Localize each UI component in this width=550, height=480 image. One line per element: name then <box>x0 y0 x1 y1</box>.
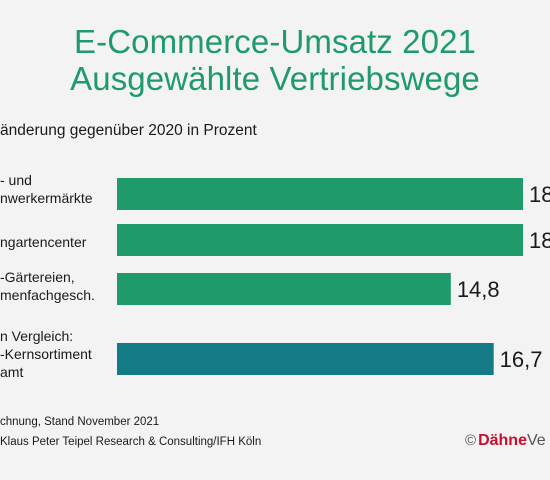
category-label-gartencenter: ngartencenter <box>0 234 87 250</box>
bar-1 <box>117 178 523 210</box>
category-label-baumaerkte: - und nwerkermärkte <box>0 172 93 206</box>
footnote-source-credit: Klaus Peter Teipel Research & Consulting… <box>0 436 262 448</box>
bar-value-label-4: 16,7 <box>500 347 543 372</box>
chart-title-line1: E-Commerce-Umsatz 2021 <box>74 23 476 60</box>
logo-rest-text: Ve <box>526 432 546 449</box>
chart-title-line2: Ausgewählte Vertriebswege <box>70 60 480 97</box>
copyright-symbol: © <box>465 432 477 449</box>
bar-value-label-1: 18 <box>529 182 550 207</box>
category-label-gaertnereien: -Gärtereien, menfachgesch. <box>0 269 95 303</box>
publisher-logo: © DähneVe <box>465 432 546 450</box>
bar-chart: 18 18, 14,8 16,7 <box>117 178 550 375</box>
bar-2 <box>117 224 523 256</box>
chart-subtitle: änderung gegenüber 2020 in Prozent <box>0 122 257 139</box>
bar-value-label-3: 14,8 <box>457 277 500 302</box>
bar-3 <box>117 273 451 305</box>
bar-4 <box>117 343 494 375</box>
footnote-source-date: chnung, Stand November 2021 <box>0 416 160 428</box>
category-label-vergleich: n Vergleich: -Kernsortiment amt <box>0 328 92 380</box>
logo-brand-text: Dähne <box>478 432 527 449</box>
bar-value-label-2: 18, <box>529 228 550 253</box>
